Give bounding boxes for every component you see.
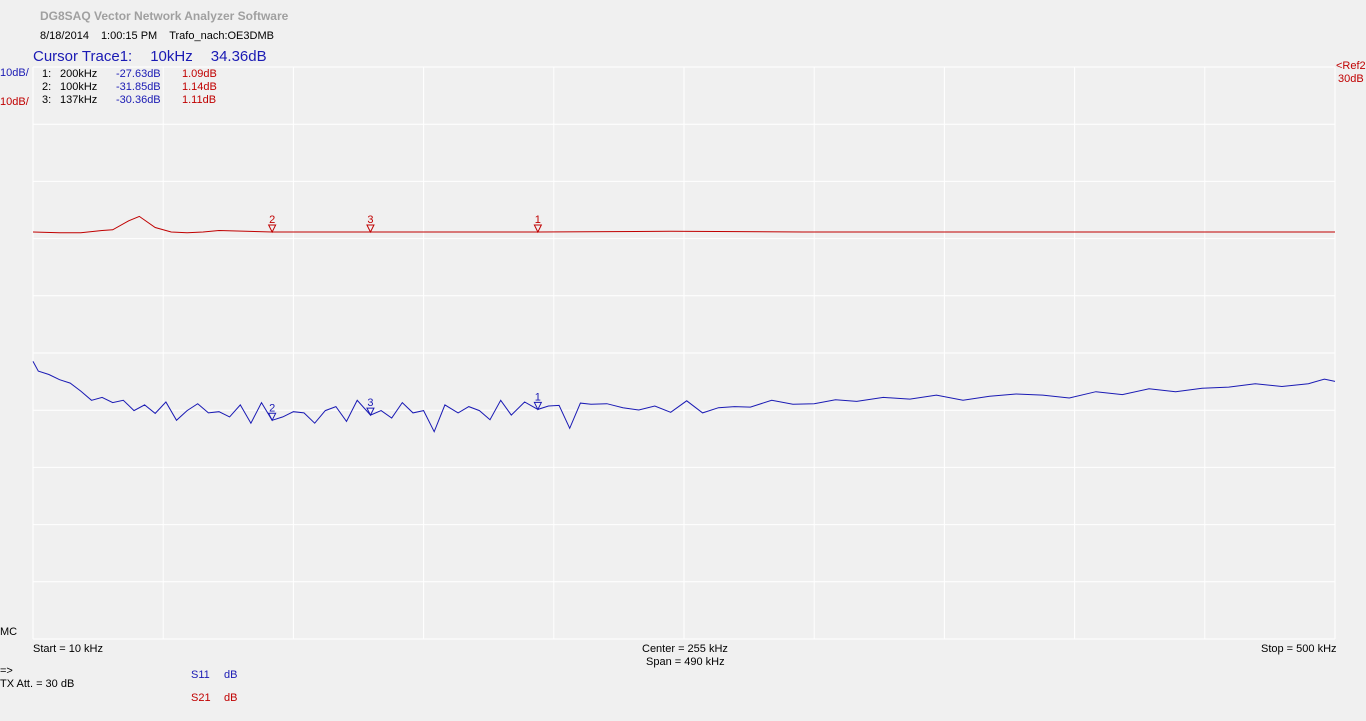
marker-2-s11-label: 2 xyxy=(269,402,275,414)
center-frequency-label: Center = 255 kHz xyxy=(642,643,728,655)
marker-row: 2: 100kHz -31.85dB 1.14dB xyxy=(42,81,232,94)
trace-layer xyxy=(32,215,1336,433)
marker-s21-value: 1.09dB xyxy=(182,68,217,80)
marker-layer: 1 1 2 2 3 3 xyxy=(267,214,543,422)
marker-frequency: 200kHz xyxy=(60,68,98,80)
marker-3-s11-label: 3 xyxy=(367,397,373,409)
start-frequency-label: Start = 10 kHz xyxy=(33,643,104,655)
marker-s21-value: 1.11dB xyxy=(182,94,217,106)
marker-table: 1: 200kHz -27.63dB 1.09dB 2: 100kHz -31.85dB 1… xyxy=(42,68,232,107)
marker-2-s21-triangle[interactable] xyxy=(267,224,277,234)
s11-scale-label: 10dB/ xyxy=(0,67,29,79)
status-arrow: => xyxy=(0,665,13,677)
marker-s11-value: -30.36dB xyxy=(116,94,161,106)
marker-3-s11-triangle[interactable] xyxy=(366,407,375,417)
marker-id: 2: xyxy=(42,81,52,93)
cursor-readout: Cursor Trace1: 10kHz 34.36dB xyxy=(33,48,285,65)
marker-1-s11-triangle[interactable] xyxy=(533,401,543,411)
marker-1-s21-triangle[interactable] xyxy=(533,224,543,234)
marker-frequency: 100kHz xyxy=(60,81,98,93)
marker-id: 3: xyxy=(42,94,52,106)
s21-trace xyxy=(32,215,1335,234)
s21-legend-unit[interactable]: dB xyxy=(224,692,238,704)
s11-legend-unit[interactable]: dB xyxy=(224,669,238,681)
marker-frequency: 137kHz xyxy=(60,94,98,106)
app-title: DG8SAQ Vector Network Analyzer Software xyxy=(40,9,289,23)
marker-1-s21-label: 1 xyxy=(535,214,541,226)
s21-scale-label: 10dB/ xyxy=(0,96,29,108)
measurement-date: 8/18/2014 xyxy=(40,30,89,42)
reference-label: <Ref2 xyxy=(1336,60,1366,72)
marker-row: 3: 137kHz -30.36dB 1.11dB xyxy=(42,94,232,107)
marker-s11-value: -31.85dB xyxy=(116,81,161,93)
cursor-frequency: 10kHz xyxy=(150,48,193,65)
span-label: Span = 490 kHz xyxy=(646,656,725,668)
s11-legend-name[interactable]: S11 xyxy=(191,669,210,681)
measurement-time: 1:00:15 PM xyxy=(100,30,158,42)
marker-row: 1: 200kHz -27.63dB 1.09dB xyxy=(42,68,232,81)
plot-grid xyxy=(32,66,1336,640)
cursor-value: 34.36dB xyxy=(210,48,267,65)
marker-3-s21-label: 3 xyxy=(367,214,373,226)
cursor-label: Cursor Trace1: xyxy=(33,48,133,65)
marker-s21-value: 1.14dB xyxy=(182,81,217,93)
tx-attenuation: TX Att. = 30 dB xyxy=(0,678,75,690)
marker-2-s21-label: 2 xyxy=(269,214,275,226)
marker-2-s11-triangle[interactable] xyxy=(267,412,277,422)
reference-value: 30dB xyxy=(1338,73,1364,85)
measurement-info: 8/18/2014 1:00:15 PM Trafo_nach:OE3DMB xyxy=(40,30,286,42)
measurement-file: Trafo_nach:OE3DMB xyxy=(169,30,274,42)
stop-frequency-label: Stop = 500 kHz xyxy=(1261,643,1337,655)
marker-1-s11-label: 1 xyxy=(535,391,541,403)
s11-trace xyxy=(32,361,1336,433)
s21-legend-name[interactable]: S21 xyxy=(191,692,211,704)
mode-label: MC xyxy=(0,626,18,638)
marker-s11-value: -27.63dB xyxy=(116,68,161,80)
marker-3-s21-triangle[interactable] xyxy=(366,224,375,234)
marker-id: 1: xyxy=(42,68,52,80)
